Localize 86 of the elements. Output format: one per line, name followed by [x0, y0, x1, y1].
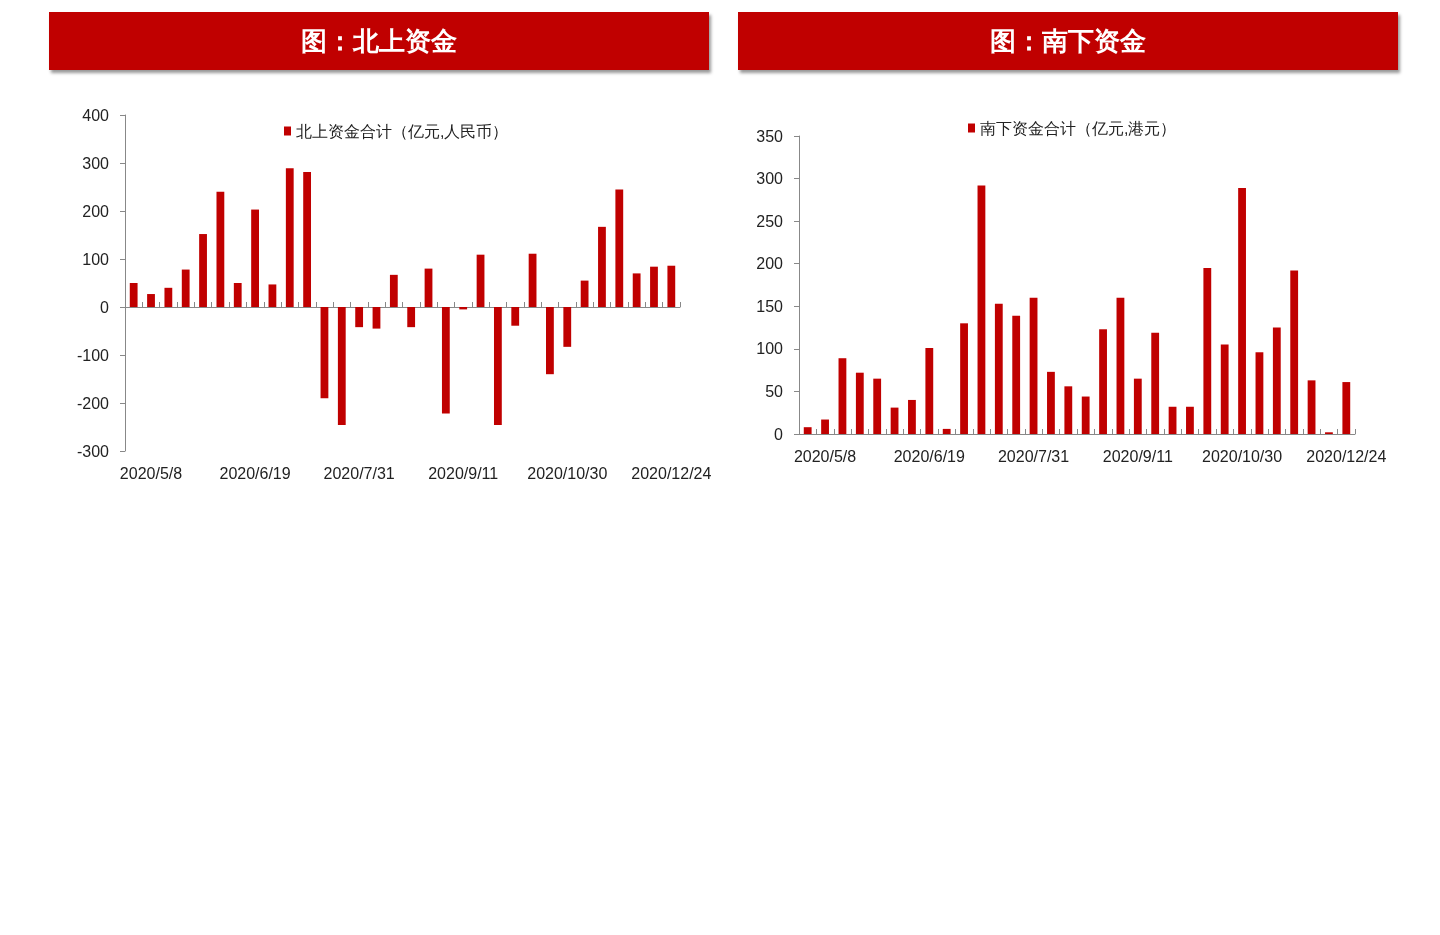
bar — [803, 427, 812, 434]
x-tick-label: 2020/5/8 — [119, 464, 183, 482]
bar — [493, 307, 502, 426]
bar — [942, 428, 951, 434]
bar — [1064, 386, 1073, 434]
bar — [994, 303, 1003, 434]
bar — [1186, 406, 1194, 434]
bar — [1133, 378, 1142, 434]
y-tick-label: -100 — [76, 346, 110, 364]
bar — [598, 226, 606, 307]
bar — [977, 185, 986, 434]
x-tick-label: 2020/6/19 — [893, 447, 965, 465]
bar — [268, 284, 277, 307]
y-tick-label: 0 — [100, 298, 110, 316]
y-tick-label: 300 — [82, 154, 110, 172]
x-tick-label: 2020/7/31 — [997, 447, 1070, 465]
y-tick-label: 200 — [756, 255, 784, 273]
bar — [1342, 382, 1351, 434]
x-tick-label: 2020/12/24 — [1306, 447, 1387, 465]
bar — [303, 172, 312, 307]
x-tick-label: 2020/9/11 — [1102, 447, 1173, 465]
bar — [372, 307, 381, 329]
bar — [960, 323, 968, 434]
bar — [580, 280, 589, 307]
bar — [1012, 315, 1021, 434]
y-tick-label: 400 — [82, 106, 110, 124]
bar — [650, 266, 658, 307]
bar — [1099, 329, 1107, 434]
bar — [285, 168, 294, 307]
bar — [855, 372, 864, 434]
bar — [164, 287, 173, 307]
x-tick-label: 2020/10/30 — [527, 464, 608, 482]
bar — [925, 348, 934, 434]
x-tick-label: 2020/10/30 — [1202, 447, 1283, 465]
bar — [838, 358, 847, 434]
bar — [667, 265, 676, 307]
x-tick-label: 2020/5/8 — [793, 447, 857, 465]
y-tick-label: 200 — [82, 202, 110, 220]
chart-title: 图：北上资金 — [49, 12, 709, 70]
bar — [1081, 396, 1090, 434]
y-tick-label: -200 — [76, 394, 110, 412]
x-tick-label: 2020/12/24 — [631, 464, 712, 482]
y-tick-label: 50 — [765, 382, 784, 400]
bar — [216, 191, 225, 307]
bar — [1307, 380, 1316, 434]
bar — [511, 307, 520, 326]
y-tick-label: 150 — [756, 297, 784, 315]
bar — [251, 209, 259, 307]
bar — [1272, 327, 1281, 434]
x-tick-label: 2020/7/31 — [323, 464, 395, 482]
legend-label: 南下资金合计（亿元,港元） — [980, 119, 1177, 137]
y-tick-label: 350 — [756, 127, 784, 145]
y-tick-label: -300 — [76, 442, 110, 460]
bar — [908, 399, 916, 434]
bar — [129, 283, 138, 307]
bar — [441, 307, 450, 414]
y-tick-label: 250 — [756, 212, 784, 230]
chart-title: 图：南下资金 — [738, 12, 1398, 70]
bar — [1290, 270, 1299, 434]
bar — [1151, 332, 1160, 434]
bar — [1220, 344, 1229, 434]
legend-label: 北上资金合计（亿元,人民币） — [296, 122, 509, 140]
bar — [632, 273, 641, 307]
y-tick-label: 100 — [82, 250, 110, 268]
bar — [821, 419, 829, 434]
y-tick-label: 300 — [756, 170, 784, 188]
x-tick-label: 2020/9/11 — [428, 464, 499, 482]
bar — [1238, 187, 1246, 434]
bar — [563, 307, 572, 347]
bar — [873, 378, 882, 434]
bar — [233, 283, 242, 307]
bar — [147, 294, 155, 307]
bar — [546, 307, 554, 375]
bar — [1255, 352, 1264, 434]
bar — [181, 269, 190, 307]
bar — [1047, 371, 1055, 434]
x-tick-label: 2020/6/19 — [219, 464, 291, 482]
bar — [407, 307, 416, 328]
bar — [1203, 267, 1212, 434]
bar — [355, 307, 364, 328]
bar — [337, 307, 346, 426]
bar — [615, 189, 624, 307]
bar — [199, 234, 207, 307]
bar — [389, 274, 398, 307]
y-tick-label: 100 — [756, 340, 784, 358]
y-tick-label: 0 — [774, 425, 784, 443]
